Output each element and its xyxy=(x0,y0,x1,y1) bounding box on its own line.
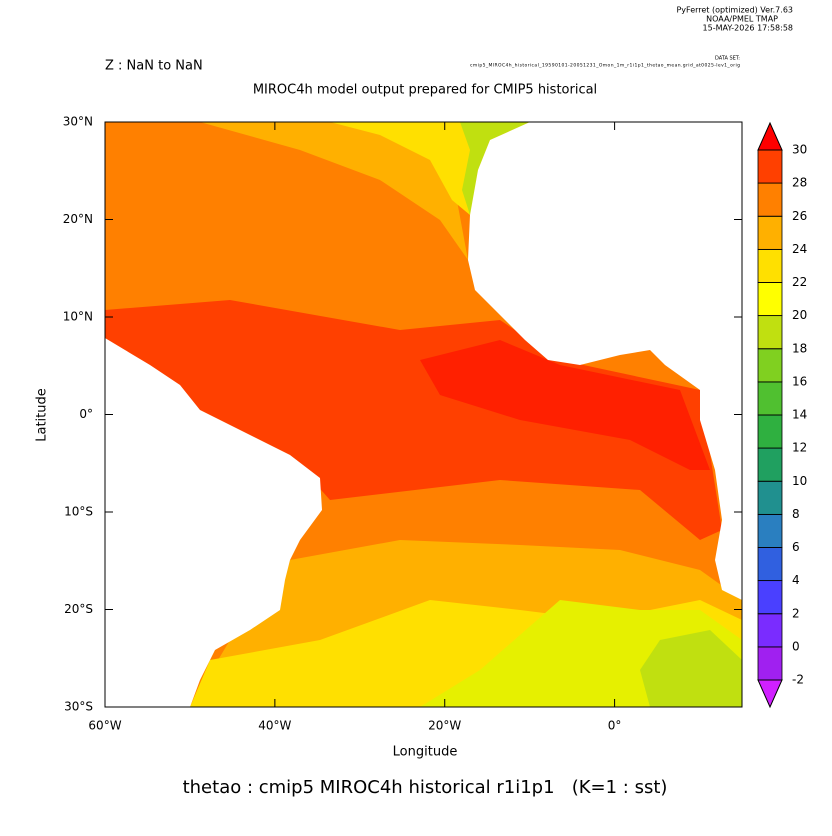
y-tick-label: 0° xyxy=(79,407,93,421)
colorbar-label: 2 xyxy=(792,606,800,620)
x-axis-label: Longitude xyxy=(393,745,458,760)
x-tick-label: 20°W xyxy=(428,719,461,733)
colorbar-label: 4 xyxy=(792,573,800,587)
colorbar-label: 16 xyxy=(792,374,807,388)
field-band xyxy=(105,300,722,540)
y-tick-label: 20°S xyxy=(64,602,93,616)
colorbar-box xyxy=(757,646,783,681)
colorbar-box xyxy=(757,182,783,217)
colorbar-box xyxy=(757,580,783,615)
colorbar-label: 24 xyxy=(792,242,807,256)
colorbar-label: 22 xyxy=(792,275,807,289)
colorbar-label: 12 xyxy=(792,441,807,455)
x-tick-label: 60°W xyxy=(88,719,121,733)
land-south-america xyxy=(105,338,322,707)
land-africa xyxy=(468,122,742,600)
dataset-label: DATA SET: xyxy=(715,56,740,62)
colorbar-label: -2 xyxy=(792,673,804,687)
y-tick-label: 10°N xyxy=(63,310,93,324)
colorbar-label: 10 xyxy=(792,474,807,488)
colorbar-label: 8 xyxy=(792,507,800,521)
colorbar-label: 0 xyxy=(792,639,800,653)
colorbar-label: 26 xyxy=(792,209,807,223)
colorbar-box xyxy=(757,315,783,350)
field-band xyxy=(420,340,710,470)
colorbar-label: 6 xyxy=(792,540,800,554)
program-label: PyFerret (optimized) Ver.7.63 xyxy=(676,6,793,15)
footer-label: thetao : cmip5 MIROC4h historical r1i1p1… xyxy=(183,777,668,798)
colorbar-box xyxy=(757,414,783,449)
date-label: 15-MAY-2026 17:58:58 xyxy=(703,24,793,33)
colorbar-under xyxy=(757,679,783,709)
colorbar-over xyxy=(757,121,783,151)
field-band xyxy=(460,122,530,215)
y-tick-label: 30°N xyxy=(63,115,93,129)
colorbar-label: 20 xyxy=(792,308,807,322)
z-label: Z : NaN to NaN xyxy=(105,59,203,74)
colorbar-label: 28 xyxy=(792,176,807,190)
x-tick-label: 0° xyxy=(608,719,622,733)
colorbar-box xyxy=(757,513,783,548)
dataset-name: cmip5_MIROC4h_historical_19590101-200512… xyxy=(470,63,740,69)
colorbar-box xyxy=(757,547,783,582)
colorbar-label: 30 xyxy=(792,143,807,157)
colorbar-box xyxy=(757,613,783,648)
colorbar-label: 18 xyxy=(792,341,807,355)
y-tick-label: 30°S xyxy=(64,700,93,714)
y-tick-label: 20°N xyxy=(63,212,93,226)
colorbar-box xyxy=(757,480,783,515)
colorbar-box xyxy=(757,447,783,482)
colorbar-box xyxy=(757,348,783,383)
colorbar-box xyxy=(757,215,783,250)
colorbar-box xyxy=(757,248,783,283)
sst-field xyxy=(104,121,743,708)
lab-label: NOAA/PMEL TMAP xyxy=(706,15,778,24)
y-axis-label: Latitude xyxy=(35,388,50,442)
x-tick-label: 40°W xyxy=(258,719,291,733)
colorbar-box xyxy=(757,381,783,416)
colorbar-box xyxy=(757,282,783,317)
field-band xyxy=(640,630,742,707)
plot-title: MIROC4h model output prepared for CMIP5 … xyxy=(253,83,597,98)
colorbar-label: 14 xyxy=(792,408,807,422)
field-band xyxy=(200,122,468,260)
y-tick-label: 10°S xyxy=(64,505,93,519)
colorbar-box xyxy=(757,149,783,184)
